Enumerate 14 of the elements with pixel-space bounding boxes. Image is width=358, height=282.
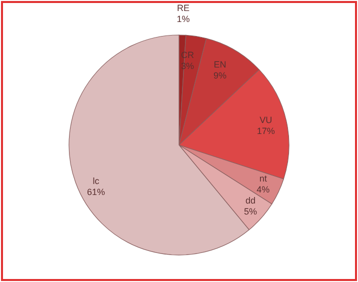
data-label: 5% [244, 206, 257, 216]
slice-label: EN [214, 59, 226, 70]
data-label: 1% [176, 14, 190, 24]
slice-label: nt [259, 173, 268, 184]
slice-label: VU [260, 114, 272, 125]
data-label: 9% [214, 70, 227, 80]
data-label: 61% [87, 186, 106, 197]
slice-label: lc [92, 176, 100, 186]
data-label: 3% [181, 60, 194, 71]
data-label: 4% [256, 184, 270, 194]
slice-label: dd [245, 195, 256, 206]
data-label: 17% [256, 126, 275, 136]
slice-label: CR [181, 50, 195, 60]
slice-label: RE [177, 3, 190, 14]
